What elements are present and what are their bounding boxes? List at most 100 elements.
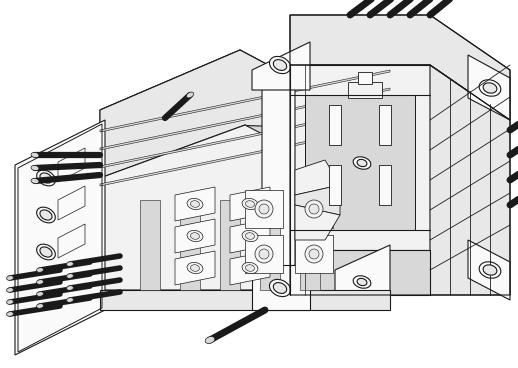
Ellipse shape — [31, 166, 39, 170]
Ellipse shape — [255, 245, 273, 263]
Polygon shape — [140, 200, 160, 290]
Polygon shape — [245, 235, 283, 273]
Polygon shape — [100, 50, 390, 200]
Polygon shape — [329, 105, 341, 145]
Ellipse shape — [66, 274, 74, 278]
Ellipse shape — [242, 198, 258, 210]
Polygon shape — [100, 125, 390, 290]
Polygon shape — [100, 290, 390, 310]
Polygon shape — [175, 251, 215, 285]
Ellipse shape — [255, 200, 273, 218]
Polygon shape — [295, 185, 340, 215]
Ellipse shape — [186, 92, 194, 98]
Ellipse shape — [259, 249, 269, 259]
Ellipse shape — [305, 200, 323, 218]
Polygon shape — [230, 251, 270, 285]
Polygon shape — [180, 200, 200, 290]
Ellipse shape — [274, 283, 286, 293]
Polygon shape — [15, 120, 105, 355]
Ellipse shape — [483, 265, 497, 275]
Polygon shape — [252, 42, 310, 90]
Ellipse shape — [187, 230, 203, 241]
Polygon shape — [245, 190, 283, 228]
Ellipse shape — [40, 210, 52, 220]
Ellipse shape — [353, 276, 371, 288]
Ellipse shape — [309, 249, 319, 259]
Polygon shape — [358, 72, 372, 84]
Ellipse shape — [37, 268, 44, 272]
Polygon shape — [100, 70, 390, 132]
Ellipse shape — [191, 265, 199, 271]
Ellipse shape — [246, 201, 254, 207]
Polygon shape — [58, 186, 85, 220]
Ellipse shape — [40, 173, 52, 183]
Polygon shape — [430, 65, 510, 295]
Polygon shape — [300, 200, 320, 290]
Ellipse shape — [66, 262, 74, 266]
Polygon shape — [379, 165, 391, 205]
Ellipse shape — [357, 278, 367, 286]
Ellipse shape — [357, 159, 367, 167]
Polygon shape — [468, 55, 510, 120]
Polygon shape — [468, 240, 510, 300]
Polygon shape — [290, 15, 510, 120]
Ellipse shape — [242, 230, 258, 241]
Ellipse shape — [31, 178, 39, 184]
Polygon shape — [100, 106, 390, 168]
Ellipse shape — [31, 152, 39, 158]
Polygon shape — [305, 95, 415, 230]
Ellipse shape — [191, 233, 199, 239]
Ellipse shape — [7, 312, 13, 316]
Ellipse shape — [191, 201, 199, 207]
Ellipse shape — [7, 276, 13, 280]
Polygon shape — [100, 50, 390, 200]
Polygon shape — [260, 200, 280, 290]
Ellipse shape — [479, 80, 501, 96]
Ellipse shape — [7, 300, 13, 304]
Ellipse shape — [66, 286, 74, 290]
Polygon shape — [230, 219, 270, 253]
Ellipse shape — [483, 83, 497, 93]
Polygon shape — [100, 50, 390, 130]
Ellipse shape — [353, 157, 371, 169]
Polygon shape — [230, 187, 270, 221]
Ellipse shape — [37, 292, 44, 296]
Polygon shape — [290, 65, 430, 250]
Polygon shape — [58, 224, 85, 258]
Ellipse shape — [37, 304, 44, 308]
Polygon shape — [290, 250, 430, 295]
Ellipse shape — [187, 198, 203, 210]
Polygon shape — [220, 200, 240, 290]
Ellipse shape — [205, 336, 215, 343]
Ellipse shape — [269, 56, 291, 74]
Ellipse shape — [66, 298, 74, 302]
Polygon shape — [295, 235, 333, 273]
Ellipse shape — [37, 244, 55, 260]
Polygon shape — [329, 165, 341, 205]
Ellipse shape — [274, 60, 286, 70]
Polygon shape — [262, 75, 295, 280]
Polygon shape — [175, 219, 215, 253]
Polygon shape — [335, 130, 390, 170]
Ellipse shape — [259, 204, 269, 214]
Ellipse shape — [242, 262, 258, 273]
Ellipse shape — [305, 245, 323, 263]
Polygon shape — [100, 124, 390, 186]
Polygon shape — [58, 148, 85, 182]
Ellipse shape — [246, 233, 254, 239]
Polygon shape — [295, 160, 340, 195]
Ellipse shape — [246, 265, 254, 271]
Ellipse shape — [37, 280, 44, 284]
Polygon shape — [348, 82, 382, 98]
Ellipse shape — [37, 207, 55, 223]
Polygon shape — [335, 245, 390, 295]
Polygon shape — [245, 125, 390, 290]
Ellipse shape — [479, 262, 501, 278]
Polygon shape — [100, 88, 390, 150]
Ellipse shape — [37, 170, 55, 186]
Polygon shape — [175, 187, 215, 221]
Ellipse shape — [269, 279, 291, 297]
Ellipse shape — [40, 247, 52, 257]
Polygon shape — [295, 190, 333, 228]
Polygon shape — [295, 205, 340, 240]
